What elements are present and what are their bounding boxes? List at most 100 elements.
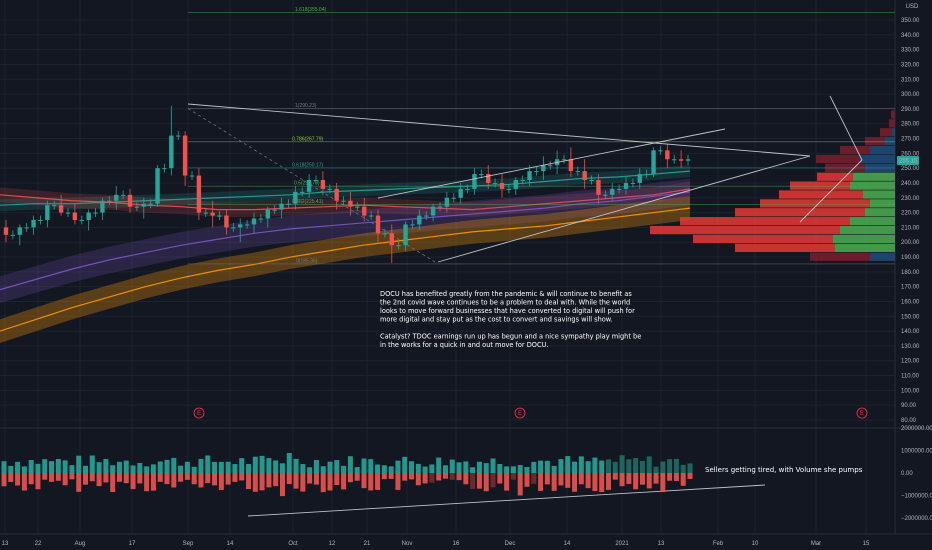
candle-body[interactable]: [134, 206, 140, 208]
candle-body[interactable]: [3, 227, 9, 235]
candle-body[interactable]: [300, 191, 305, 193]
candle-body[interactable]: [334, 188, 339, 201]
trendline-drawings[interactable]: [187, 95, 863, 517]
candle-body[interactable]: [155, 168, 160, 204]
candle-body[interactable]: [644, 174, 649, 176]
candle-body[interactable]: [410, 224, 415, 226]
candle-body[interactable]: [244, 224, 250, 226]
candle-body[interactable]: [265, 209, 270, 219]
candles[interactable]: [3, 105, 691, 263]
candle-body[interactable]: [472, 174, 477, 189]
candle-body[interactable]: [203, 212, 208, 214]
candle-body[interactable]: [382, 233, 388, 235]
candle-body[interactable]: [444, 197, 450, 207]
candle-body[interactable]: [45, 205, 50, 220]
candle-body[interactable]: [224, 215, 229, 228]
candle-body[interactable]: [541, 165, 546, 172]
volume-trendline[interactable]: [247, 484, 766, 517]
candle-body[interactable]: [424, 215, 429, 217]
candle-body[interactable]: [320, 179, 326, 189]
candle-body[interactable]: [306, 179, 312, 192]
candle-body[interactable]: [630, 182, 636, 184]
candle-body[interactable]: [38, 219, 43, 221]
last-price-badge[interactable]: [897, 156, 919, 166]
candle-body[interactable]: [272, 209, 277, 211]
candle-body[interactable]: [568, 159, 574, 172]
candle-body[interactable]: [672, 159, 677, 161]
candle-body[interactable]: [368, 215, 374, 217]
candle-body[interactable]: [451, 197, 456, 199]
candle-body[interactable]: [313, 179, 319, 181]
candle-body[interactable]: [100, 200, 105, 213]
candle-body[interactable]: [231, 227, 236, 229]
candle-body[interactable]: [355, 206, 360, 208]
candle-body[interactable]: [561, 159, 567, 161]
candle-body[interactable]: [589, 179, 594, 181]
candle-body[interactable]: [513, 179, 518, 189]
earnings-badge[interactable]: [193, 407, 205, 419]
candle-body[interactable]: [176, 135, 181, 137]
channel-upper[interactable]: [377, 128, 726, 199]
candle-body[interactable]: [458, 188, 463, 198]
price-axis[interactable]: USD 80.00 90.00 100.00 110.00 120.00 130.00 140…: [897, 4, 920, 424]
candle-body[interactable]: [582, 171, 587, 180]
vp-line-a[interactable]: [799, 159, 863, 223]
candle-body[interactable]: [665, 150, 670, 160]
candle-body[interactable]: [148, 203, 153, 205]
vp-line-b[interactable]: [829, 95, 863, 161]
trendline-upper[interactable]: [187, 103, 811, 157]
earnings-badge[interactable]: [514, 407, 526, 419]
candle-body[interactable]: [17, 227, 22, 235]
candle-body[interactable]: [79, 219, 84, 221]
candle-body[interactable]: [238, 224, 243, 228]
candle-body[interactable]: [575, 171, 580, 173]
candle-body[interactable]: [603, 194, 608, 196]
candle-body[interactable]: [658, 150, 663, 152]
candle-body[interactable]: [637, 174, 642, 183]
candle-body[interactable]: [610, 188, 615, 195]
candle-body[interactable]: [65, 212, 71, 214]
candle-body[interactable]: [341, 200, 346, 202]
candle-body[interactable]: [293, 191, 298, 204]
candle-body[interactable]: [31, 219, 36, 228]
candle-body[interactable]: [616, 188, 622, 190]
candle-body[interactable]: [327, 188, 332, 190]
candle-body[interactable]: [217, 215, 222, 217]
candle-body[interactable]: [437, 206, 443, 208]
candle-body[interactable]: [286, 203, 291, 205]
candle-body[interactable]: [651, 150, 656, 175]
candle-body[interactable]: [210, 212, 215, 216]
candle-body[interactable]: [52, 205, 57, 207]
candle-body[interactable]: [527, 171, 532, 180]
fib-trend[interactable]: [187, 108, 439, 265]
candle-body[interactable]: [623, 182, 629, 189]
candle-body[interactable]: [251, 218, 257, 225]
candle-body[interactable]: [114, 194, 119, 201]
candle-body[interactable]: [417, 215, 422, 225]
candle-body[interactable]: [520, 179, 525, 181]
candle-body[interactable]: [72, 212, 78, 220]
candle-body[interactable]: [499, 182, 505, 189]
candle-body[interactable]: [596, 179, 601, 195]
candle-body[interactable]: [396, 245, 401, 247]
candle-body[interactable]: [279, 203, 284, 210]
candle-body[interactable]: [506, 188, 512, 190]
candle-body[interactable]: [120, 194, 126, 196]
candle-body[interactable]: [479, 174, 484, 176]
candle-body[interactable]: [258, 218, 264, 220]
candle-body[interactable]: [196, 175, 202, 213]
candle-body[interactable]: [141, 203, 146, 207]
time-axis[interactable]: 13 22 Aug 17 Sep 14 Oct 12 21 Nov 16 Dec 14 2021 13 Feb…: [2, 541, 870, 547]
candle-body[interactable]: [189, 175, 195, 177]
trendline-lower[interactable]: [437, 155, 811, 263]
candle-body[interactable]: [486, 174, 491, 183]
candle-body[interactable]: [127, 194, 133, 207]
candle-body[interactable]: [169, 135, 174, 169]
candle-body[interactable]: [58, 205, 64, 213]
candle-body[interactable]: [10, 234, 16, 236]
candle-body[interactable]: [375, 215, 381, 234]
candle-body[interactable]: [348, 200, 353, 207]
candle-body[interactable]: [492, 182, 498, 184]
